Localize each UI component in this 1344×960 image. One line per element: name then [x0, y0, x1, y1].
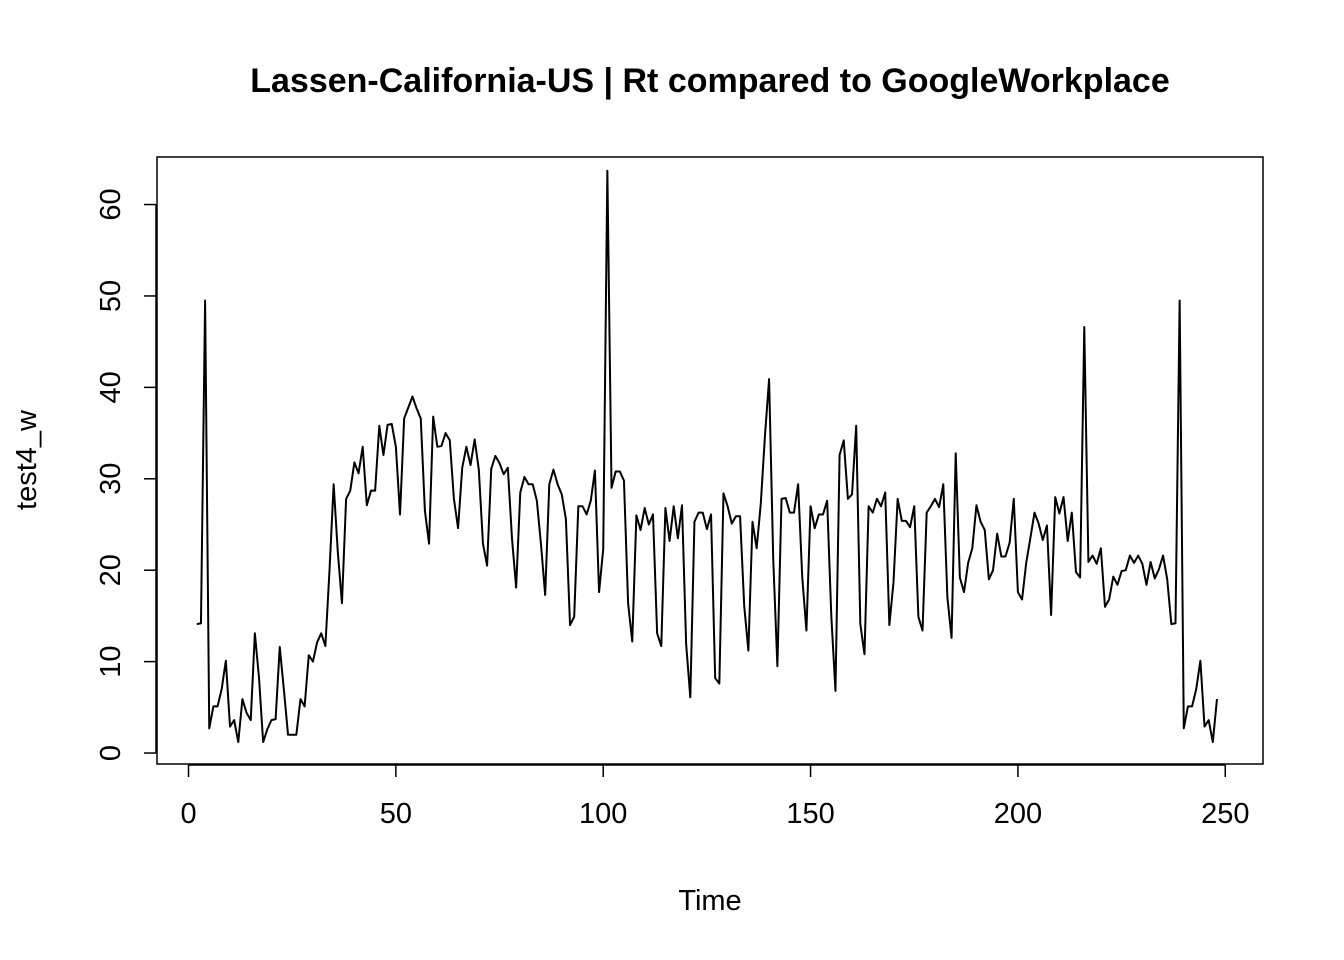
y-tick-label: 20	[95, 554, 127, 586]
series-line	[196, 169, 1218, 744]
x-axis-label: Time	[678, 885, 741, 917]
chart-title: Lassen-California-US | Rt compared to Go…	[250, 62, 1170, 100]
x-tick-label: 0	[180, 798, 196, 830]
y-axis: 0 10 20 30 40 50 60	[95, 188, 157, 761]
y-tick-label: 60	[95, 188, 127, 220]
series-group	[196, 169, 1218, 744]
x-tick-label: 150	[786, 798, 834, 830]
y-tick-label: 10	[95, 645, 127, 677]
x-tick-label: 200	[994, 798, 1042, 830]
y-tick-label: 40	[95, 371, 127, 403]
x-tick-label: 250	[1201, 798, 1249, 830]
x-tick-label: 100	[579, 798, 627, 830]
y-tick-label: 50	[95, 280, 127, 312]
plot-frame	[156, 156, 1264, 765]
y-axis-label: test4_w	[11, 409, 43, 510]
y-tick-label: 30	[95, 463, 127, 495]
y-tick-label: 0	[95, 745, 127, 761]
x-axis: 0 50 100 150 200 250	[180, 764, 1249, 830]
x-tick-label: 50	[380, 798, 412, 830]
